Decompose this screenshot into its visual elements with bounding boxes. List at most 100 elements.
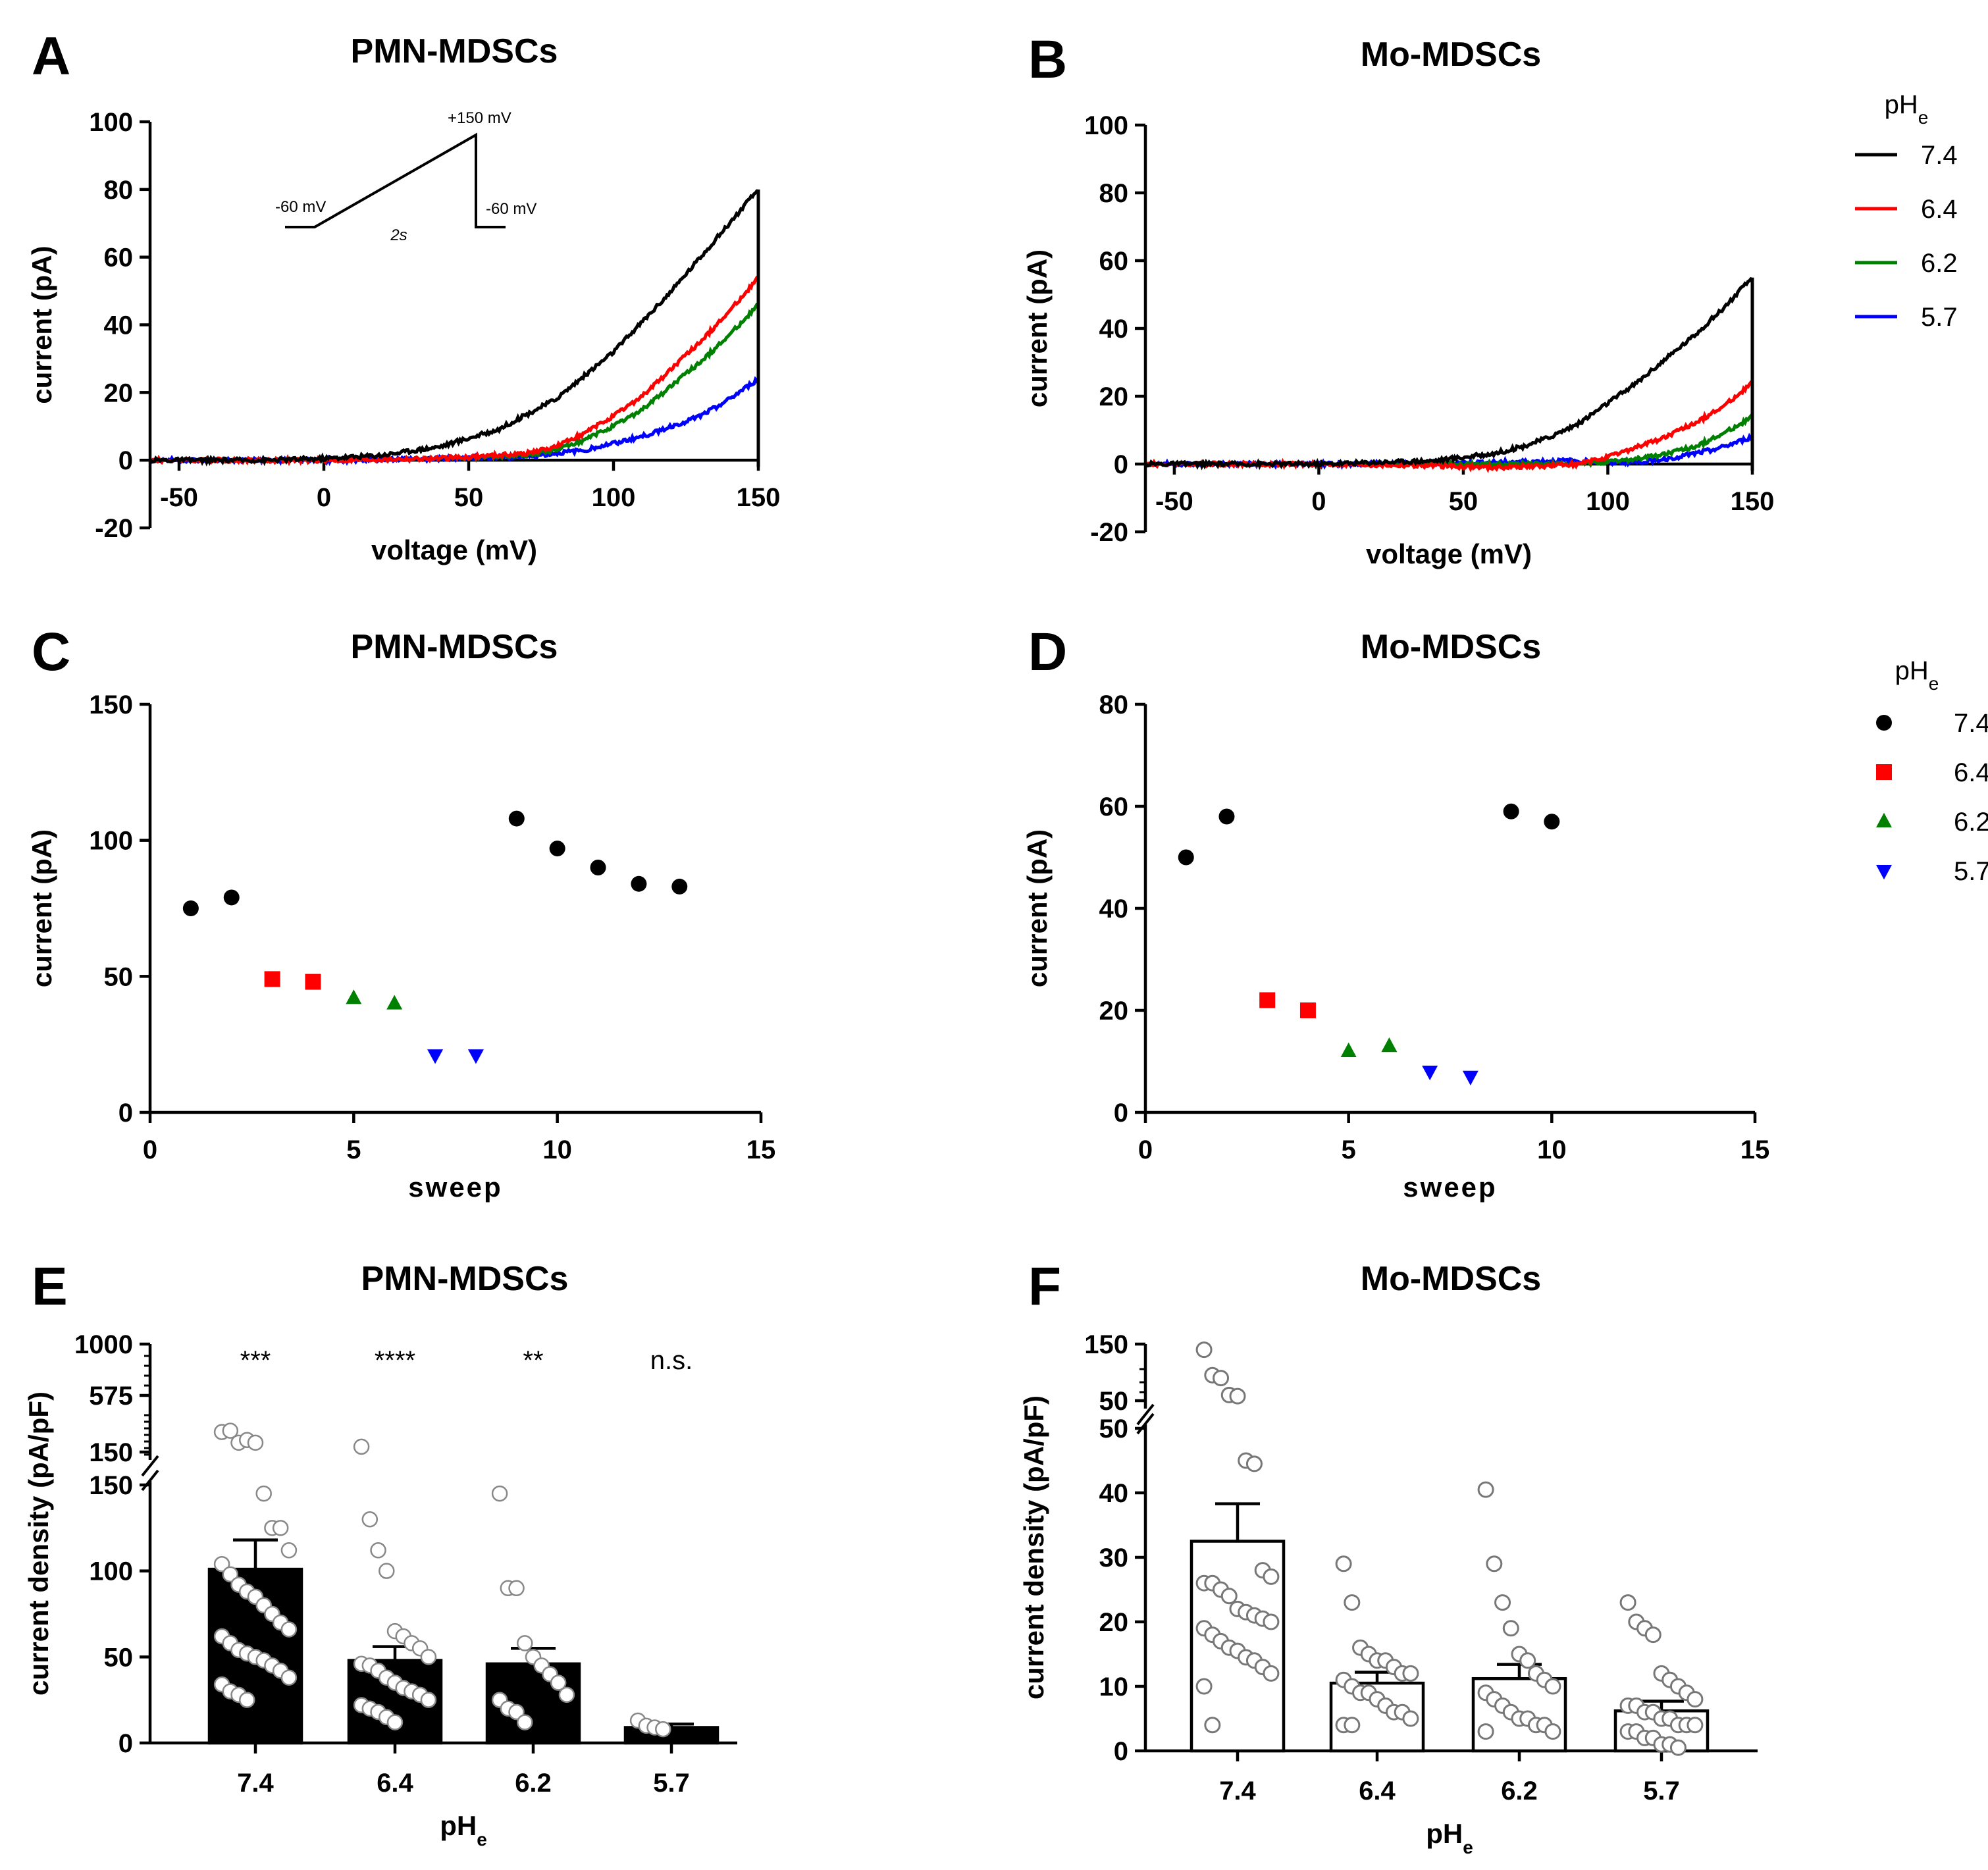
x-tick-label: 15	[1740, 1135, 1770, 1164]
data-point	[240, 1692, 255, 1707]
data-point-outline	[255, 1597, 272, 1614]
x-tick-label: 6.2	[1501, 1777, 1538, 1805]
axis-break-mark	[141, 1469, 159, 1492]
x-tick-label: 5	[346, 1135, 361, 1164]
x-tick-label: 15	[746, 1135, 776, 1164]
data-point-outline	[280, 1669, 298, 1686]
data-point-outline	[255, 1485, 272, 1502]
data-point-outline	[353, 1438, 370, 1455]
significance-label: n.s.	[650, 1346, 693, 1375]
axis-break-mark	[1136, 1413, 1155, 1435]
data-point	[256, 1486, 271, 1501]
series-line-7-4	[1143, 276, 1753, 471]
y-tick-label: 80	[1099, 179, 1129, 208]
y-tick-label: -20	[1090, 518, 1128, 547]
y-tick-label: 20	[104, 378, 134, 407]
data-point	[354, 1439, 369, 1454]
y-tick-label: 30	[1099, 1544, 1129, 1572]
data-point	[1263, 1665, 1280, 1682]
data-point-7-4	[1178, 849, 1194, 866]
data-point-outline	[247, 1588, 264, 1605]
data-point-outline	[370, 1542, 386, 1559]
data-point	[1477, 1481, 1494, 1498]
data-point-outline	[550, 1675, 567, 1691]
y-axis-label: current density (pA/pF)	[23, 1391, 54, 1696]
data-point-6-4	[1259, 992, 1276, 1008]
data-point	[379, 1563, 394, 1578]
data-point-outline	[420, 1649, 437, 1665]
panel-letter: B	[1028, 30, 1067, 90]
panel-letter: A	[32, 26, 70, 86]
data-point	[1263, 1568, 1280, 1585]
x-tick-label: 10	[1537, 1135, 1567, 1164]
data-point	[281, 1622, 296, 1637]
y-tick-label: 20	[1099, 1608, 1129, 1637]
data-point-outline	[491, 1692, 508, 1708]
data-point-outline	[542, 1666, 558, 1682]
significance-label: ****	[375, 1346, 415, 1375]
data-point	[656, 1722, 671, 1737]
data-point	[222, 1567, 238, 1582]
legend-marker	[1876, 865, 1892, 880]
data-point	[1477, 1723, 1494, 1740]
x-axis-label: sweep	[1403, 1172, 1497, 1203]
data-point	[248, 1435, 263, 1450]
data-point	[509, 1580, 524, 1596]
data-point	[1402, 1665, 1419, 1682]
inset-label-hold1: -60 mV	[275, 198, 326, 216]
data-point-outline	[361, 1511, 379, 1528]
legend-label: 5.7	[1921, 303, 1958, 332]
x-tick-label: 0	[317, 483, 331, 512]
legend-label: 7.4	[1954, 709, 1988, 738]
data-point-outline	[386, 1714, 404, 1730]
x-tick-label: 0	[1138, 1135, 1153, 1164]
data-point-5-7	[1462, 1070, 1478, 1085]
legend-title: pHe	[1895, 656, 1939, 694]
data-point-outline	[264, 1605, 280, 1623]
x-tick-label: 150	[737, 483, 781, 512]
data-point-6-4	[1299, 1002, 1316, 1018]
y-tick-label: 40	[1099, 315, 1129, 344]
data-point-5-7	[1422, 1066, 1438, 1081]
x-tick-label: 0	[1311, 487, 1326, 516]
legend-marker	[1876, 764, 1892, 780]
data-point-outline	[239, 1692, 255, 1708]
y-tick-label: 80	[1099, 690, 1129, 719]
data-point-outline	[222, 1566, 239, 1583]
y-tick-label: 150	[89, 1438, 133, 1467]
y-tick-label: 40	[1099, 895, 1129, 923]
data-point-outline	[508, 1580, 525, 1597]
data-point-outline	[517, 1714, 533, 1730]
data-point-outline	[280, 1542, 298, 1559]
data-point	[551, 1675, 566, 1690]
y-tick-label: 50	[104, 962, 134, 991]
data-point	[1344, 1717, 1361, 1734]
data-point-7-4	[508, 810, 525, 827]
data-point-7-4	[1503, 803, 1519, 819]
data-point	[1494, 1594, 1511, 1611]
legend-marker	[1876, 812, 1892, 827]
y-tick-label: 0	[1114, 1099, 1128, 1128]
y-tick-label: 40	[1099, 1479, 1129, 1508]
y-axis-label: current density (pA/pF)	[1018, 1395, 1049, 1700]
data-point	[1486, 1555, 1503, 1572]
data-point-7-4	[671, 878, 688, 895]
y-tick-label: 40	[104, 311, 134, 340]
legend-marker	[1876, 715, 1892, 731]
y-tick-label: 150	[89, 1471, 133, 1500]
x-tick-label: 7.4	[237, 1769, 274, 1798]
y-tick-label: -20	[95, 514, 133, 543]
data-point	[281, 1670, 296, 1685]
legend-title: pHe	[1885, 90, 1929, 128]
data-point-outline	[517, 1635, 533, 1651]
x-axis-label: sweep	[408, 1172, 502, 1203]
panel-letter: F	[1028, 1257, 1061, 1316]
data-point	[1263, 1613, 1280, 1630]
data-point	[388, 1715, 402, 1730]
data-point	[1213, 1370, 1230, 1387]
y-tick-label: 60	[1099, 792, 1129, 821]
data-point	[517, 1715, 533, 1730]
data-point	[1687, 1691, 1704, 1708]
data-point	[1644, 1626, 1661, 1644]
